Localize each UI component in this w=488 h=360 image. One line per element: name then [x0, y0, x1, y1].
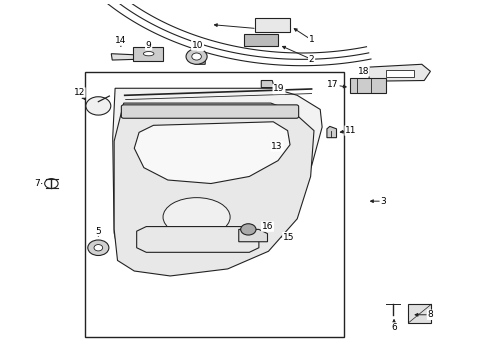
- Text: 17: 17: [327, 80, 338, 89]
- Circle shape: [88, 240, 109, 256]
- Polygon shape: [407, 304, 430, 323]
- Text: 6: 6: [390, 323, 396, 332]
- Polygon shape: [112, 88, 322, 274]
- Text: 13: 13: [271, 142, 282, 151]
- Bar: [85, 72, 344, 337]
- Polygon shape: [111, 54, 135, 60]
- FancyBboxPatch shape: [133, 47, 163, 61]
- Polygon shape: [190, 57, 205, 64]
- Text: 2: 2: [308, 55, 314, 64]
- Circle shape: [94, 244, 102, 251]
- FancyBboxPatch shape: [121, 105, 298, 118]
- Ellipse shape: [163, 198, 230, 237]
- Polygon shape: [261, 81, 274, 87]
- Text: 3: 3: [380, 197, 386, 206]
- Circle shape: [185, 49, 207, 64]
- Circle shape: [240, 224, 256, 235]
- Text: 5: 5: [95, 227, 101, 236]
- Text: 1: 1: [308, 35, 314, 44]
- FancyBboxPatch shape: [349, 78, 385, 93]
- Text: 11: 11: [345, 126, 356, 135]
- Polygon shape: [326, 126, 336, 138]
- Text: 8: 8: [427, 310, 432, 319]
- Polygon shape: [238, 229, 267, 242]
- Text: 19: 19: [273, 85, 284, 94]
- Text: 16: 16: [261, 222, 273, 231]
- Text: 15: 15: [282, 233, 294, 242]
- Text: 18: 18: [357, 67, 368, 76]
- FancyBboxPatch shape: [255, 18, 289, 32]
- Ellipse shape: [143, 51, 154, 56]
- Circle shape: [44, 179, 58, 189]
- Text: 9: 9: [145, 41, 151, 50]
- Circle shape: [86, 97, 111, 115]
- Text: 4: 4: [197, 41, 203, 50]
- Circle shape: [191, 53, 201, 60]
- Text: 12: 12: [73, 88, 85, 97]
- FancyBboxPatch shape: [385, 70, 413, 77]
- Polygon shape: [134, 122, 289, 184]
- FancyBboxPatch shape: [244, 34, 278, 46]
- Polygon shape: [137, 226, 258, 252]
- Text: 14: 14: [115, 36, 126, 45]
- Text: 7: 7: [35, 179, 41, 188]
- Polygon shape: [368, 64, 429, 81]
- Text: 10: 10: [191, 41, 203, 50]
- Polygon shape: [114, 103, 313, 276]
